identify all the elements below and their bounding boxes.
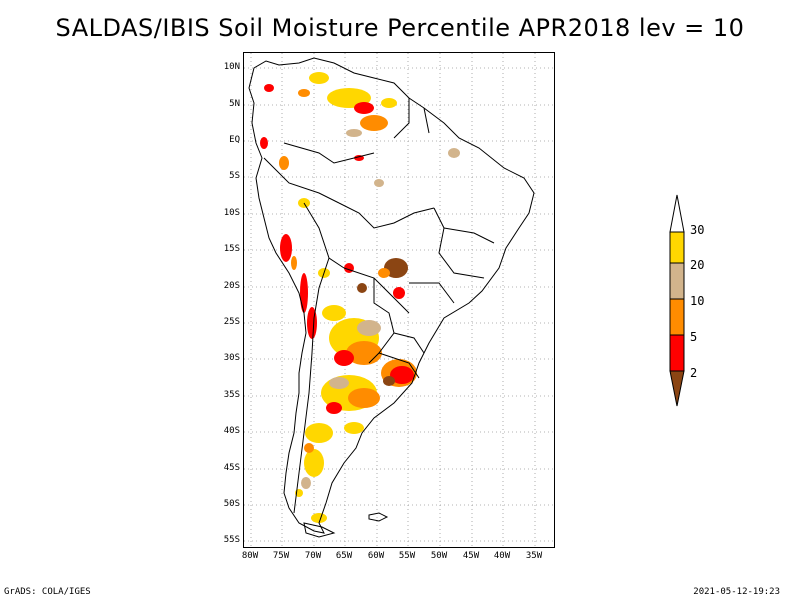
lat-label-35s: 35S bbox=[223, 390, 240, 400]
legend-label-5: 5 bbox=[690, 330, 698, 344]
lon-label-50w: 50W bbox=[430, 551, 448, 561]
lat-label-25s: 25S bbox=[223, 317, 240, 327]
legend-swatch-5 bbox=[669, 334, 685, 372]
map-svg bbox=[244, 53, 554, 547]
lat-label-40s: 40S bbox=[223, 426, 240, 436]
soil-moisture-shading bbox=[260, 72, 460, 523]
lon-label-65w: 65W bbox=[335, 551, 353, 561]
lat-label-10n: 10N bbox=[223, 62, 240, 72]
map-gridlines bbox=[244, 53, 554, 547]
lat-label-30s: 30S bbox=[223, 353, 240, 363]
lat-label-45s: 45S bbox=[223, 463, 240, 473]
lat-label-5s: 5S bbox=[229, 171, 240, 181]
continent-outline bbox=[248, 57, 535, 538]
lat-label-50s: 50S bbox=[223, 499, 240, 509]
lon-label-60w: 60W bbox=[367, 551, 385, 561]
lon-label-80w: 80W bbox=[241, 551, 259, 561]
legend-label-30: 30 bbox=[690, 223, 705, 237]
legend-swatch-20 bbox=[669, 262, 685, 300]
lon-label-70w: 70W bbox=[304, 551, 322, 561]
lat-label-5n: 5N bbox=[229, 99, 240, 109]
lon-label-35w: 35W bbox=[525, 551, 543, 561]
lat-label-10s: 10S bbox=[223, 208, 240, 218]
legend-arrow-bottom bbox=[669, 370, 685, 407]
lon-label-45w: 45W bbox=[462, 551, 480, 561]
map-frame bbox=[243, 52, 555, 548]
lat-label-55s: 55S bbox=[223, 535, 240, 545]
lon-label-55w: 55W bbox=[398, 551, 416, 561]
legend-label-20: 20 bbox=[690, 258, 705, 272]
map-title: SALDAS/IBIS Soil Moisture Percentile APR… bbox=[55, 14, 745, 42]
lat-label-15s: 15S bbox=[223, 244, 240, 254]
legend-arrow-top bbox=[669, 194, 685, 233]
footer-timestamp: 2021-05-12-19:23 bbox=[693, 587, 780, 597]
lon-label-75w: 75W bbox=[272, 551, 290, 561]
color-legend bbox=[669, 194, 685, 407]
legend-label-2: 2 bbox=[690, 366, 698, 380]
legend-swatch-10 bbox=[669, 298, 685, 336]
lat-label-eq: EQ bbox=[229, 135, 240, 145]
lat-label-20s: 20S bbox=[223, 281, 240, 291]
legend-swatch-30 bbox=[669, 231, 685, 264]
footer-credit: GrADS: COLA/IGES bbox=[4, 587, 91, 597]
legend-label-10: 10 bbox=[690, 294, 705, 308]
lon-label-40w: 40W bbox=[493, 551, 511, 561]
